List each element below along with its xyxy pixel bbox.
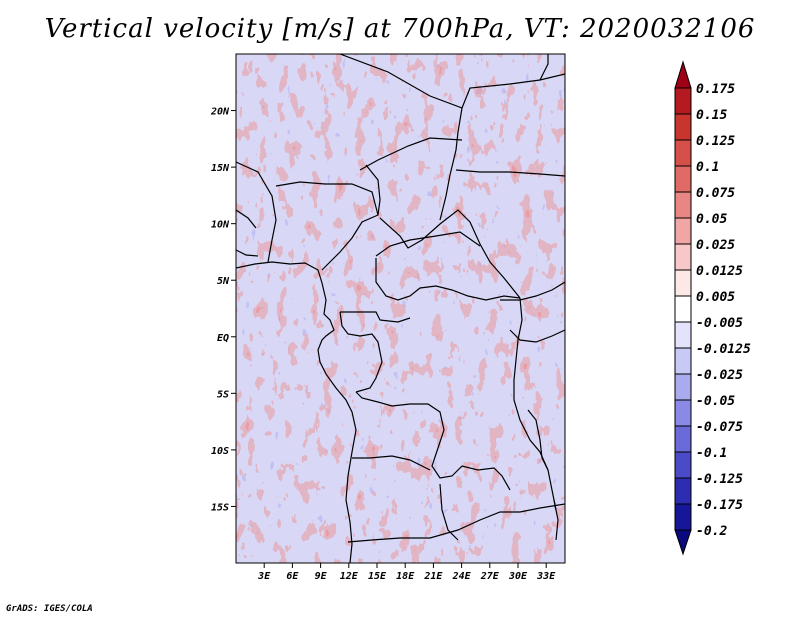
border-sudan-southsudan <box>455 169 565 177</box>
border-chad-sudan <box>379 209 521 299</box>
colorbar-bottom-arrow <box>674 529 692 556</box>
y-tick-label: EQ <box>217 333 229 344</box>
x-tick-label: 6E <box>286 571 299 582</box>
border-car-north <box>375 231 481 257</box>
x-axis-ticks: 3E 6E 9E 12E 15E 18E 21E 24E 27E 30E 33E <box>257 563 556 582</box>
x-tick-label: 27E <box>480 571 500 582</box>
border-angola-inner <box>352 455 431 471</box>
colorbar-label: -0.2 <box>696 524 727 539</box>
y-axis-ticks: 20N 15N 10N 5N EQ 5S 10S 15S <box>210 107 236 513</box>
border-niger-nigeria <box>236 161 277 263</box>
lake-malawi <box>553 499 559 541</box>
colorbar-segment <box>674 503 692 531</box>
x-tick-label: 21E <box>423 571 443 582</box>
colorbar-segment <box>674 113 692 141</box>
map-frame <box>235 53 566 564</box>
colorbar: 0.175 0.15 0.125 0.1 0.075 0.05 0.025 0.0125 0.0… <box>674 60 751 556</box>
velocity-field <box>236 54 565 563</box>
border-congo <box>339 311 383 393</box>
colorbar-label: 0.15 <box>696 108 727 123</box>
colorbar-label: -0.1 <box>696 446 727 461</box>
colorbar-segment <box>674 425 692 453</box>
x-tick-label: 12E <box>340 571 359 582</box>
border-chad-nigeria <box>321 164 381 271</box>
border-uganda-north <box>500 281 565 301</box>
border-libya-chad <box>339 54 463 221</box>
colorbar-segment <box>674 217 692 245</box>
colorbar-segment <box>674 295 692 323</box>
colorbar-segment <box>674 243 692 271</box>
colorbar-segment <box>674 399 692 427</box>
colorbar-segment <box>674 321 692 349</box>
colorbar-label: -0.0125 <box>696 342 751 357</box>
colorbar-segment <box>674 477 692 505</box>
border-drc-east <box>513 297 557 511</box>
colorbar-label: -0.175 <box>696 498 743 513</box>
page-title: Vertical velocity [m/s] at 700hPa, VT: 2… <box>44 14 756 44</box>
border-zambia-west <box>439 483 459 541</box>
colorbar-segment <box>674 373 692 401</box>
border-angola-namibia <box>347 503 565 543</box>
x-tick-label: 18E <box>396 571 415 582</box>
border-drc-angola <box>355 391 511 491</box>
border-chad-north <box>359 137 463 171</box>
border-car-south <box>375 258 521 301</box>
y-tick-label: 15N <box>211 163 230 174</box>
border-cameroon-gabon <box>340 311 411 323</box>
x-tick-label: 24E <box>452 571 472 582</box>
y-tick-label: 5S <box>217 389 229 400</box>
colorbar-label: 0.075 <box>696 186 735 201</box>
y-tick-label: 10S <box>211 446 229 457</box>
x-tick-label: 9E <box>315 571 328 582</box>
colorbar-segment <box>674 139 692 167</box>
colorbar-label: 0.175 <box>696 82 735 97</box>
lake-tanganyika <box>527 409 549 471</box>
y-tick-label: 15S <box>211 502 229 513</box>
colorbar-top-arrow <box>674 60 692 89</box>
colorbar-segment <box>674 87 692 115</box>
y-tick-label: 5N <box>217 276 230 287</box>
colorbar-segment <box>674 191 692 219</box>
colorbar-label: -0.05 <box>696 394 735 409</box>
colorbar-label: 0.05 <box>696 212 727 227</box>
borders <box>236 54 565 563</box>
x-tick-label: 30E <box>508 571 528 582</box>
colorbar-label: -0.005 <box>696 316 743 331</box>
colorbar-label: -0.075 <box>696 420 743 435</box>
colorbar-label: 0.005 <box>696 290 735 305</box>
border-benin-niger <box>236 209 257 229</box>
colorbar-segment <box>674 269 692 297</box>
colorbar-label: -0.025 <box>696 368 743 383</box>
colorbar-segment <box>674 451 692 479</box>
border-lake-victoria <box>509 329 565 343</box>
y-tick-label: 10N <box>211 220 230 231</box>
x-tick-label: 3E <box>257 571 271 582</box>
x-tick-label: 15E <box>368 571 387 582</box>
colorbar-segment <box>674 165 692 193</box>
colorbar-label: 0.125 <box>696 134 735 149</box>
coastline <box>236 261 357 563</box>
colorbar-segment <box>674 347 692 375</box>
colorbar-label: 0.1 <box>696 160 719 175</box>
map-area: 3E 6E 9E 12E 15E 18E 21E 24E 27E 30E 33E 20N 15N 10N… <box>210 53 566 582</box>
ascent-field <box>236 54 565 563</box>
border-niger-south <box>275 181 379 216</box>
border-benin <box>236 249 259 257</box>
y-tick-label: 20N <box>210 107 230 118</box>
colorbar-label: -0.125 <box>696 472 743 487</box>
border-egypt-sudan <box>461 73 565 109</box>
border-red-sea <box>539 54 549 81</box>
colorbar-label: 0.0125 <box>696 264 743 279</box>
grads-credit: GrADS: IGES/COLA <box>6 604 93 614</box>
colorbar-label: 0.025 <box>696 238 735 253</box>
x-tick-label: 33E <box>536 571 556 582</box>
